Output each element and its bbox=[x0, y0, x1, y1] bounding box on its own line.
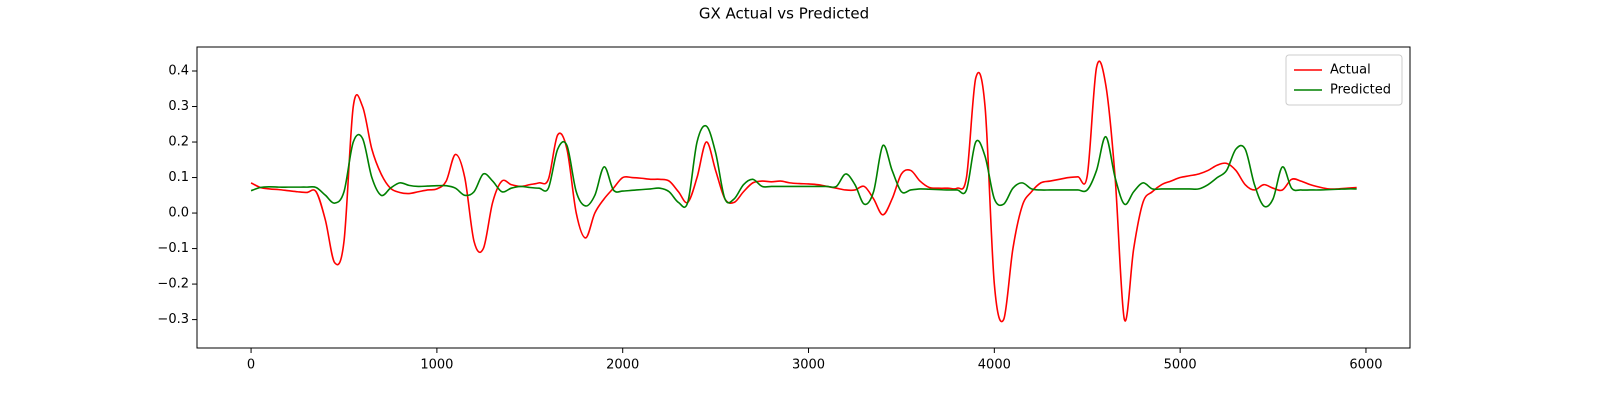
x-tick-label: 5000 bbox=[1164, 358, 1197, 373]
y-tick-label: −0.3 bbox=[157, 312, 189, 327]
x-tick-label: 3000 bbox=[792, 358, 825, 373]
x-tick-label: 6000 bbox=[1349, 358, 1382, 373]
legend-label: Predicted bbox=[1330, 83, 1391, 98]
x-tick-label: 4000 bbox=[978, 358, 1011, 373]
y-tick-label: 0.2 bbox=[168, 135, 189, 150]
y-tick-label: 0.3 bbox=[168, 99, 189, 114]
x-tick-label: 1000 bbox=[420, 358, 453, 373]
y-tick-label: 0.0 bbox=[168, 206, 189, 221]
x-tick-label: 0 bbox=[247, 358, 255, 373]
x-tick-label: 2000 bbox=[606, 358, 639, 373]
legend-box bbox=[1285, 54, 1403, 106]
series-line bbox=[250, 124, 1357, 209]
y-tick-label: 0.1 bbox=[168, 170, 189, 185]
plot-frame bbox=[196, 46, 1411, 349]
chart-title: GX Actual vs Predicted bbox=[699, 5, 869, 23]
y-tick-label: 0.4 bbox=[168, 64, 189, 79]
y-tick-label: −0.2 bbox=[157, 277, 189, 292]
legend-label: Actual bbox=[1330, 63, 1371, 78]
y-tick-label: −0.1 bbox=[157, 241, 189, 256]
series-line bbox=[250, 60, 1357, 323]
